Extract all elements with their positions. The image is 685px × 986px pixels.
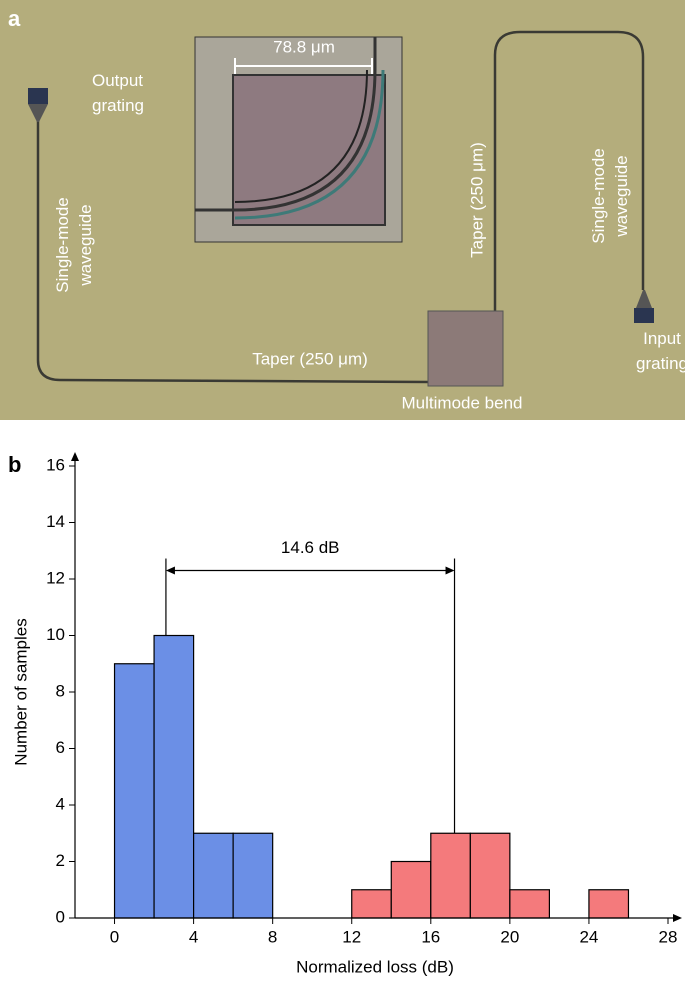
bar [113,663,155,919]
panel-label: a [8,6,21,31]
y-tick-label: 4 [56,794,65,813]
bar [390,860,432,919]
bar [469,832,511,919]
y-axis-arrow [71,452,79,461]
y-tick-label: 10 [46,625,65,644]
label: Output grating [92,71,144,115]
label: Input grating [636,329,685,373]
x-tick-label: 12 [342,927,361,946]
multimode-square [427,310,504,387]
arrowhead [165,566,175,575]
y-tick-label: 0 [56,907,65,926]
x-tick-label: 16 [421,927,440,946]
annotation-text: 14.6 dB [281,538,340,557]
label: Single-mode waveguide [53,197,95,292]
y-tick-label: 14 [46,512,65,531]
x-tick-label: 24 [579,927,598,946]
y-axis-label: Number of samples [11,618,30,765]
y-tick-label: 2 [56,851,65,870]
bar [351,889,392,919]
y-tick-label: 12 [46,568,65,587]
label: Multimode bend [402,393,523,412]
bar [153,634,195,919]
bar [588,889,630,919]
bar [509,889,551,919]
input-grating [634,308,654,323]
input-taper [636,290,652,308]
label: Single-mode waveguide [589,148,631,243]
scale-bar-label: 78.8 μm [273,37,335,56]
bar [193,832,234,919]
y-tick-label: 16 [46,455,65,474]
label: Taper (250 μm) [252,349,368,368]
x-tick-label: 20 [500,927,519,946]
x-axis-arrow [673,914,682,922]
panel-label: b [8,452,21,477]
x-tick-label: 8 [268,927,277,946]
output-taper [28,104,48,122]
y-tick-label: 6 [56,738,65,757]
output-grating [28,88,48,104]
x-tick-label: 0 [110,927,119,946]
inset [194,36,403,243]
bar [232,832,274,919]
label: Taper (250 μm) [467,142,486,258]
bar [430,832,471,919]
x-tick-label: 28 [659,927,678,946]
x-axis-label: Normalized loss (dB) [296,957,454,976]
y-tick-label: 8 [56,681,65,700]
x-tick-label: 4 [189,927,198,946]
arrowhead [445,566,455,575]
